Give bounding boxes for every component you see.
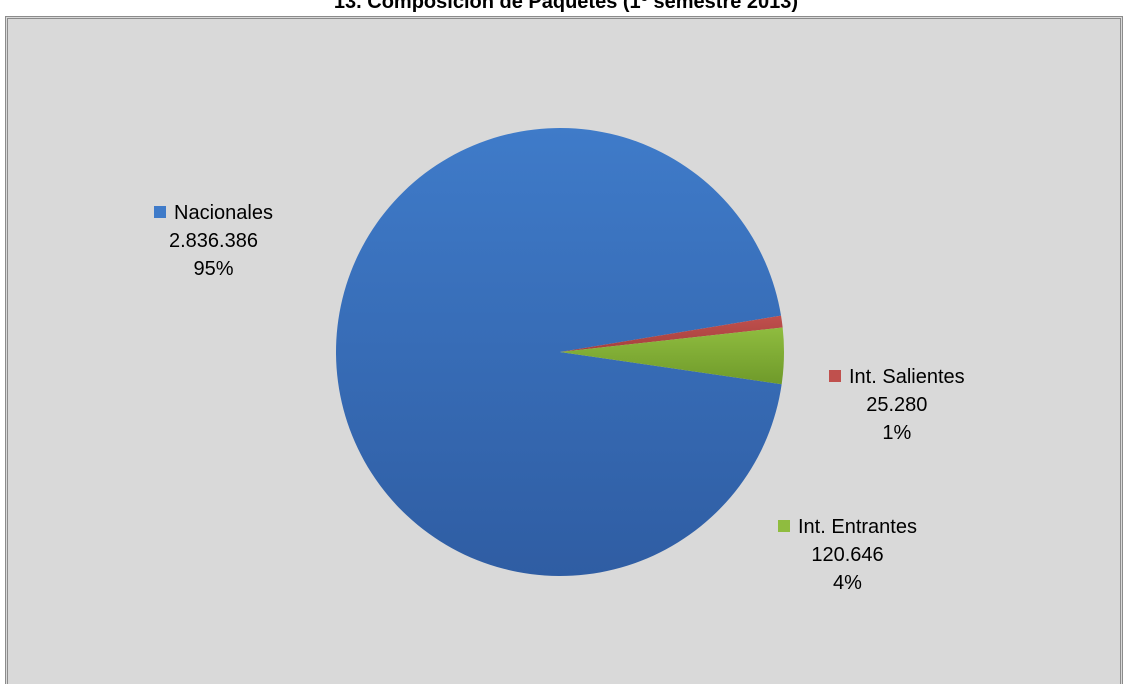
- chart-title: 13. Composición de Paquetes (1º semestre…: [333, 0, 799, 13]
- legend-swatch-int-entrantes: [778, 520, 790, 532]
- legend-swatch-nacionales: [154, 206, 166, 218]
- value-label: 25.280: [866, 394, 928, 416]
- pie-slice-nacionales[interactable]: [336, 127, 782, 576]
- slice-label-nacionales: Nacionales 2.836.386 95%: [154, 199, 273, 283]
- legend-entry-nacionales: Nacionales: [154, 199, 273, 227]
- value-label: 2.836.386: [168, 230, 258, 252]
- category-label: Int. Salientes: [849, 366, 965, 388]
- category-label: Nacionales: [174, 202, 273, 224]
- pie-slice-int-entrantes[interactable]: [560, 327, 785, 385]
- legend-swatch-int-salientes: [829, 370, 841, 382]
- legend-entry-int-salientes: Int. Salientes: [829, 363, 965, 391]
- percent-label: 95%: [193, 258, 234, 280]
- pie-slice-int-salientes[interactable]: [560, 315, 783, 352]
- percent-label: 4%: [833, 572, 862, 594]
- slice-label-int-entrantes: Int. Entrantes 120.646 4%: [778, 513, 917, 597]
- category-label: Int. Entrantes: [798, 516, 917, 538]
- slice-label-int-salientes: Int. Salientes 25.280 1%: [829, 363, 965, 447]
- value-label: 120.646: [811, 544, 884, 566]
- legend-entry-int-entrantes: Int. Entrantes: [778, 513, 917, 541]
- percent-label: 1%: [882, 422, 912, 444]
